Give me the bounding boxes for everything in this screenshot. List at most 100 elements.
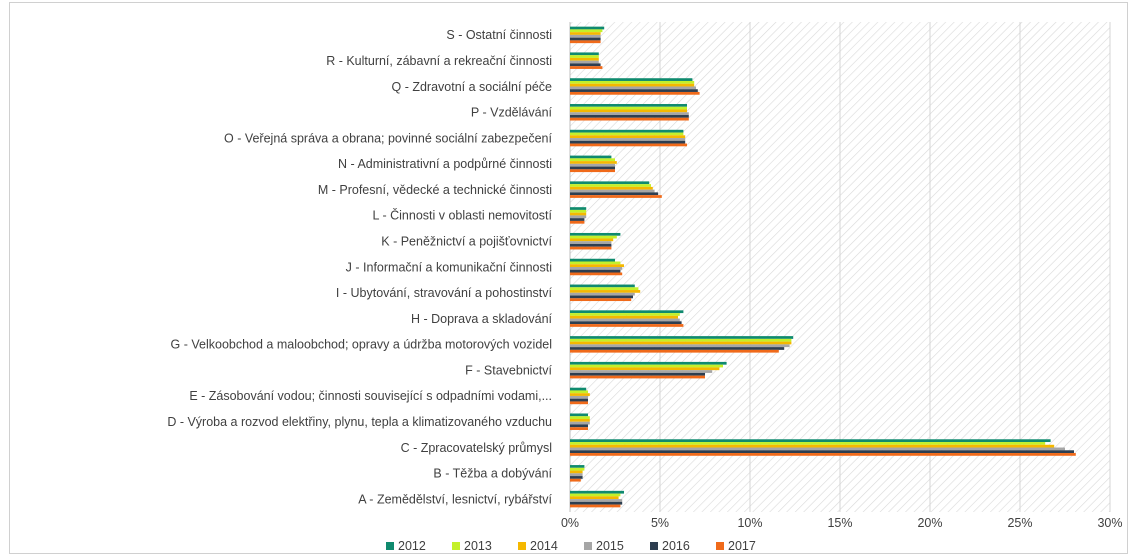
category-label: O - Veřejná správa a obrana; povinné soc… bbox=[224, 131, 553, 145]
bar-2015 bbox=[570, 292, 635, 296]
bar-2017 bbox=[570, 66, 603, 69]
bar-2012 bbox=[570, 490, 624, 494]
bar-2017 bbox=[570, 504, 621, 508]
bar-2015 bbox=[570, 447, 1065, 451]
bar-2015 bbox=[570, 267, 623, 270]
bar-2013 bbox=[570, 467, 585, 471]
bar-2016 bbox=[570, 295, 633, 299]
bar-2012 bbox=[570, 387, 587, 391]
bar-2013 bbox=[570, 416, 590, 419]
category-label: K - Peněžnictví a pojišťovnictví bbox=[381, 235, 552, 249]
bar-2016 bbox=[570, 347, 785, 350]
legend-label: 2014 bbox=[530, 539, 558, 553]
bar-2014 bbox=[570, 470, 583, 474]
bar-2015 bbox=[570, 395, 588, 399]
bar-2016 bbox=[570, 218, 585, 221]
bar-2017 bbox=[570, 298, 632, 302]
category-label: C - Zpracovatelský průmysl bbox=[401, 441, 552, 455]
legend-swatch-2015 bbox=[584, 542, 592, 550]
bar-2016 bbox=[570, 476, 583, 479]
bar-2013 bbox=[570, 184, 651, 187]
bar-2014 bbox=[570, 238, 614, 242]
bar-2013 bbox=[570, 106, 687, 110]
bar-2013 bbox=[570, 390, 588, 394]
category-label: J - Informační a komunikační činnosti bbox=[346, 260, 552, 274]
bar-2016 bbox=[570, 450, 1074, 454]
bar-2012 bbox=[570, 155, 612, 159]
legend-swatch-2012 bbox=[386, 542, 394, 550]
bar-2014 bbox=[570, 161, 617, 164]
bar-2013 bbox=[570, 442, 1046, 445]
bar-2012 bbox=[570, 52, 599, 56]
bar-2017 bbox=[570, 272, 623, 276]
bar-2016 bbox=[570, 243, 612, 247]
bar-2015 bbox=[570, 189, 655, 193]
bar-2013 bbox=[570, 287, 639, 291]
bar-2015 bbox=[570, 86, 696, 90]
bar-2013 bbox=[570, 364, 723, 368]
bar-2016 bbox=[570, 321, 682, 325]
legend: 2012 2013 2014 2015 2016 2017 bbox=[386, 539, 756, 553]
bar-2012 bbox=[570, 310, 684, 314]
x-tick-label: 25% bbox=[1007, 516, 1032, 530]
bar-2017 bbox=[570, 246, 612, 250]
bar-2016 bbox=[570, 398, 588, 402]
bar-2012 bbox=[570, 26, 605, 30]
category-label: I - Ubytování, stravování a pohostinství bbox=[336, 286, 553, 300]
bar-2013 bbox=[570, 235, 617, 239]
bar-2013 bbox=[570, 55, 599, 58]
bar-2015 bbox=[570, 421, 590, 425]
category-label: Q - Zdravotní a sociální péče bbox=[392, 80, 553, 94]
bar-2014 bbox=[570, 264, 624, 267]
bar-2013 bbox=[570, 132, 684, 136]
bar-2012 bbox=[570, 207, 587, 210]
legend-swatch-2016 bbox=[650, 542, 658, 550]
bar-2016 bbox=[570, 372, 705, 376]
bar-2017 bbox=[570, 91, 700, 95]
bar-2016 bbox=[570, 269, 621, 273]
bar-2015 bbox=[570, 370, 713, 373]
bars-group bbox=[570, 26, 1076, 508]
bar-2015 bbox=[570, 34, 601, 38]
legend-label: 2013 bbox=[464, 539, 492, 553]
legend-label: 2016 bbox=[662, 539, 690, 553]
bar-2014 bbox=[570, 135, 686, 139]
category-label: S - Ostatní činnosti bbox=[446, 28, 552, 42]
legend-swatch-2014 bbox=[518, 542, 526, 550]
bar-2015 bbox=[570, 318, 680, 322]
bar-2016 bbox=[570, 501, 623, 505]
bar-2013 bbox=[570, 493, 621, 497]
bar-2012 bbox=[570, 129, 684, 133]
bar-2014 bbox=[570, 212, 587, 216]
x-tick-label: 30% bbox=[1097, 516, 1122, 530]
category-label: P - Vzdělávání bbox=[471, 106, 553, 120]
bar-2017 bbox=[570, 195, 662, 198]
bar-2014 bbox=[570, 393, 590, 396]
bar-2017 bbox=[570, 169, 615, 173]
bar-2016 bbox=[570, 424, 588, 428]
bar-2015 bbox=[570, 473, 583, 477]
bar-2017 bbox=[570, 453, 1076, 456]
bar-2013 bbox=[570, 338, 792, 342]
category-label: M - Profesní, vědecké a technické činnos… bbox=[318, 183, 552, 197]
category-label: E - Zásobování vodou; činnosti souvisejí… bbox=[189, 389, 552, 403]
bar-2017 bbox=[570, 40, 601, 44]
bar-2013 bbox=[570, 261, 621, 265]
legend-label: 2017 bbox=[728, 539, 756, 553]
category-label: F - Stavebnictví bbox=[465, 363, 552, 377]
category-label: B - Těžba a dobývání bbox=[433, 467, 552, 481]
bar-2012 bbox=[570, 361, 727, 365]
category-label: H - Doprava a skladování bbox=[411, 312, 553, 326]
legend-swatch-2013 bbox=[452, 542, 460, 550]
legend-label: 2015 bbox=[596, 539, 624, 553]
bar-2013 bbox=[570, 80, 695, 84]
x-tick-labels: 0% 5% 10% 15% 20% 25% 30% bbox=[561, 516, 1123, 530]
bar-2017 bbox=[570, 117, 689, 121]
bar-2014 bbox=[570, 83, 695, 87]
category-label: A - Zemědělství, lesnictví, rybářství bbox=[358, 492, 552, 506]
bar-2012 bbox=[570, 258, 615, 262]
bar-2012 bbox=[570, 284, 635, 288]
bar-2015 bbox=[570, 112, 689, 116]
bar-2015 bbox=[570, 60, 599, 64]
bar-2015 bbox=[570, 215, 587, 219]
